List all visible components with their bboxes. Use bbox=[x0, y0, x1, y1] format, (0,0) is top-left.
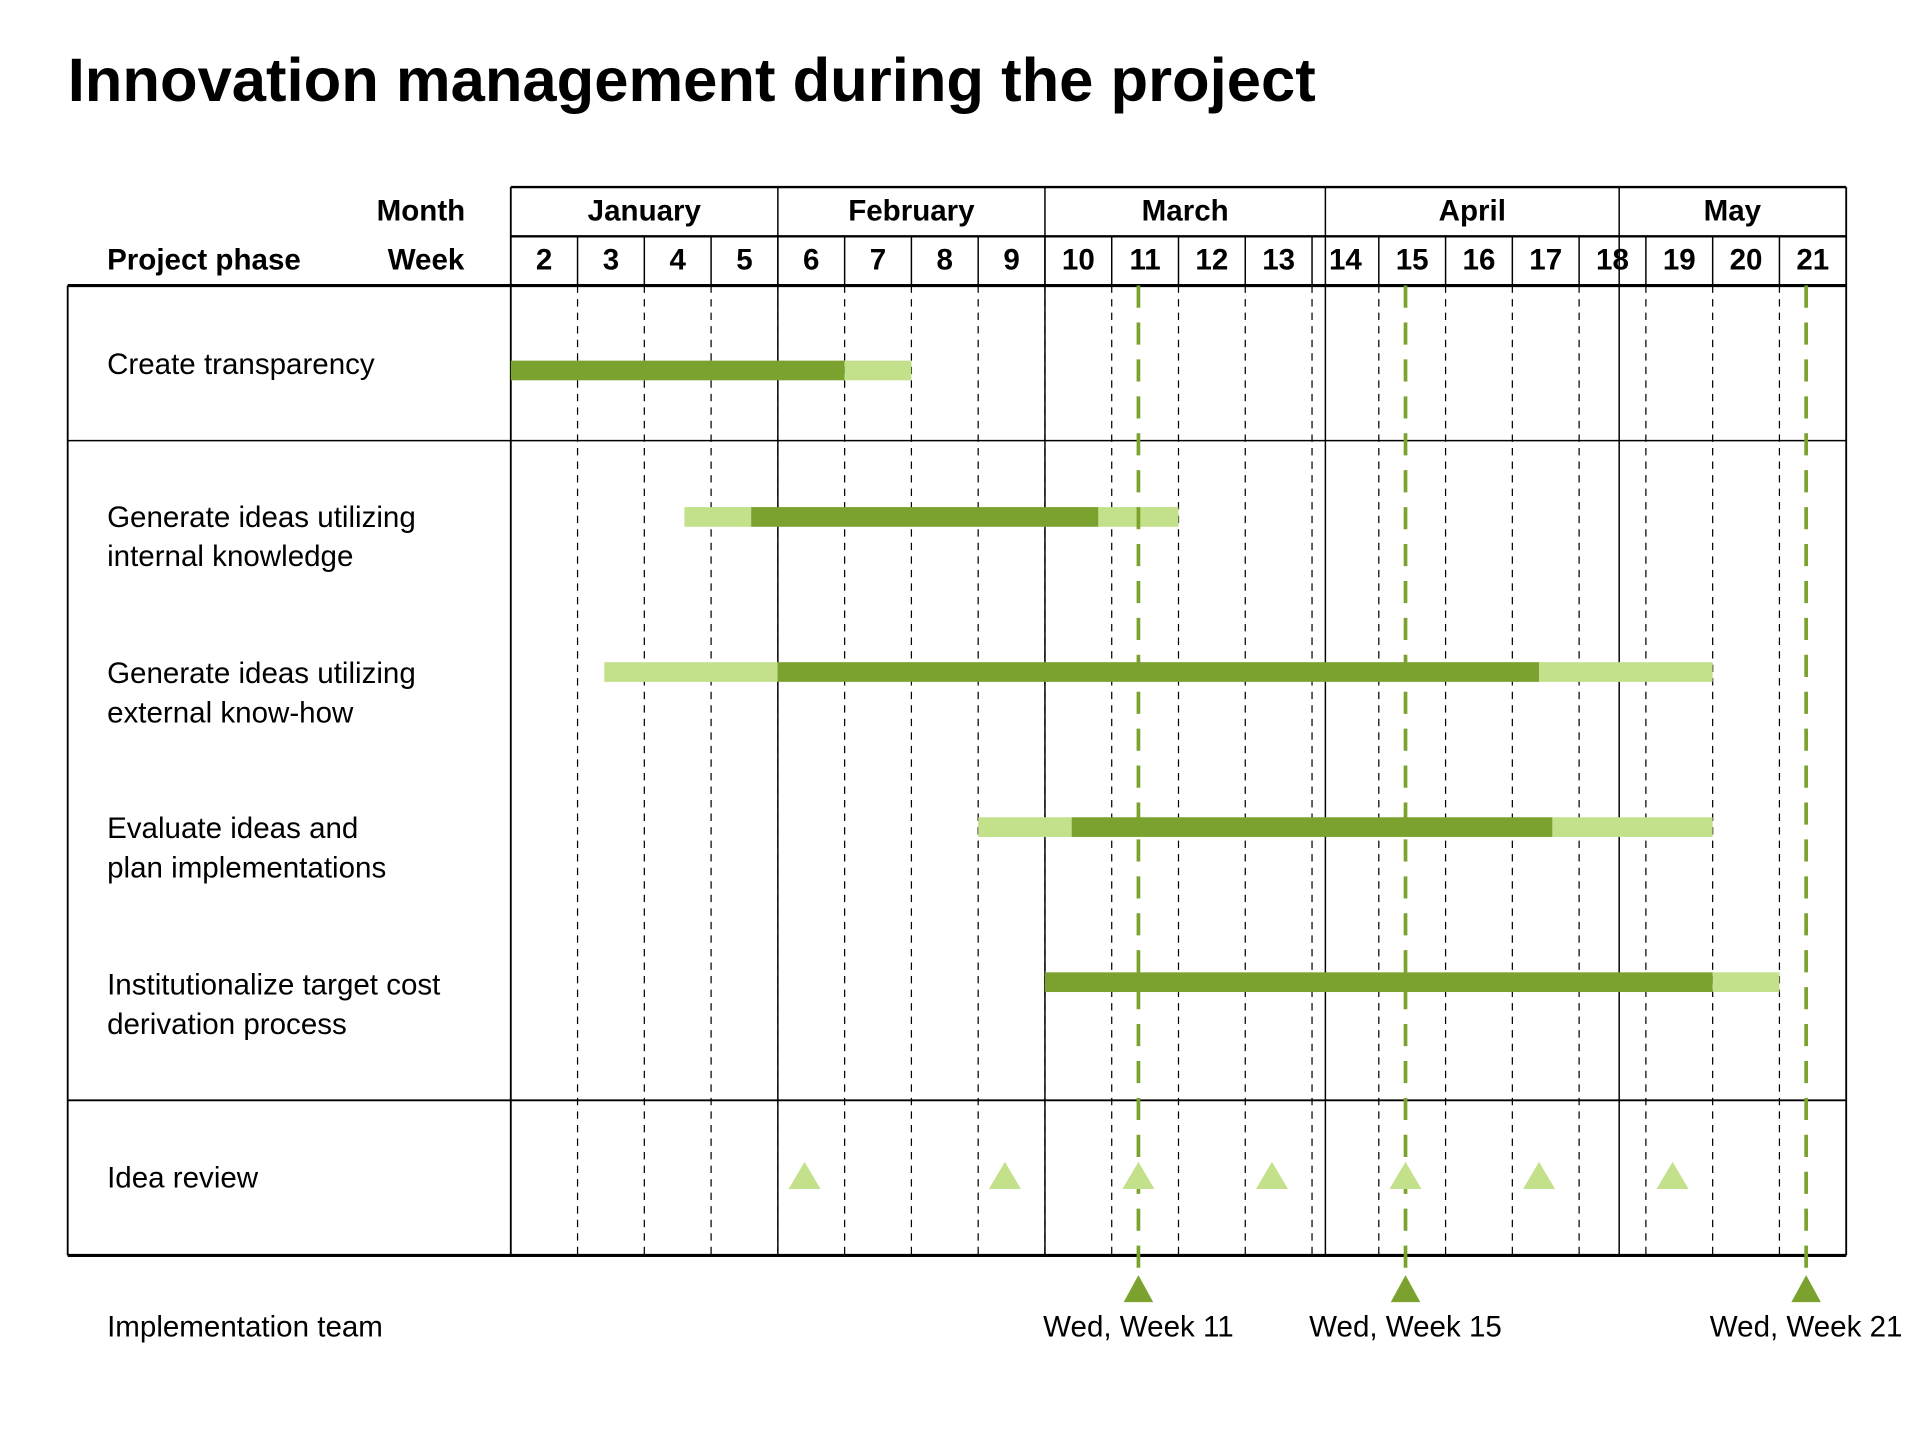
phase-column-header: Project phase bbox=[107, 243, 301, 277]
idea-review-triangle bbox=[788, 1161, 821, 1189]
month-row-header: Month bbox=[376, 194, 466, 228]
bar-segment-core bbox=[777, 662, 1540, 682]
week-label: 14 bbox=[1328, 243, 1362, 277]
phase-label: Institutionalize target cost derivation … bbox=[107, 968, 441, 1042]
week-label: 5 bbox=[736, 243, 753, 277]
bar-segment-buffer bbox=[978, 817, 1072, 837]
bar-segment-buffer bbox=[604, 662, 778, 682]
phase-label: Generate ideas utilizing external know-h… bbox=[107, 657, 416, 730]
milestone-label: Wed, Week 15 bbox=[1309, 1310, 1502, 1345]
phase-label: Evaluate ideas and plan implementations bbox=[107, 812, 387, 885]
idea-review-triangle bbox=[1656, 1161, 1689, 1189]
bar-segment-buffer bbox=[1552, 817, 1713, 837]
bar-segment-buffer bbox=[1539, 662, 1713, 682]
bar-segment-buffer bbox=[844, 360, 912, 381]
implementation-team-label: Implementation team bbox=[107, 1310, 383, 1345]
week-label: 2 bbox=[535, 243, 553, 277]
week-label: 21 bbox=[1796, 243, 1830, 277]
week-label: 6 bbox=[803, 243, 820, 277]
month-label-march: March bbox=[1141, 194, 1229, 228]
week-label: 8 bbox=[936, 243, 954, 277]
idea-review-triangle bbox=[988, 1161, 1021, 1189]
week-label: 15 bbox=[1395, 243, 1429, 277]
week-label: 13 bbox=[1262, 243, 1296, 277]
bar-segment-core bbox=[1044, 972, 1713, 993]
week-label: 3 bbox=[602, 243, 620, 277]
week-label: 9 bbox=[1003, 243, 1020, 277]
week-label: 17 bbox=[1529, 243, 1563, 277]
month-label-february: February bbox=[848, 194, 975, 228]
milestone-label: Wed, Week 21 bbox=[1709, 1310, 1903, 1345]
week-label: 11 bbox=[1129, 243, 1161, 277]
idea-review-triangle bbox=[1122, 1161, 1155, 1189]
bar-segment-buffer bbox=[1712, 972, 1780, 993]
week-label: 7 bbox=[869, 243, 887, 277]
phase-label: Generate ideas utilizing internal knowle… bbox=[107, 500, 416, 574]
week-label: 20 bbox=[1729, 243, 1763, 277]
milestone-label: Wed, Week 11 bbox=[1043, 1310, 1234, 1345]
week-label: 19 bbox=[1662, 243, 1696, 277]
milestone-triangle bbox=[1791, 1275, 1821, 1303]
page-title: Innovation management during the project bbox=[67, 45, 1316, 115]
month-label-january: January bbox=[587, 194, 701, 228]
week-label: 16 bbox=[1462, 243, 1496, 277]
idea-review-triangle bbox=[1255, 1161, 1288, 1189]
week-label: 4 bbox=[669, 243, 686, 277]
milestone-triangle bbox=[1390, 1275, 1421, 1303]
week-row-header: Week bbox=[387, 243, 465, 277]
month-label-may: May bbox=[1703, 194, 1762, 228]
bar-segment-core bbox=[751, 507, 1099, 527]
bar-segment-buffer bbox=[684, 507, 752, 527]
bar-segment-core bbox=[1071, 817, 1553, 837]
bar-segment-core bbox=[510, 360, 845, 381]
week-label: 12 bbox=[1195, 243, 1229, 277]
week-label: 10 bbox=[1061, 243, 1095, 277]
milestone-triangle bbox=[1123, 1275, 1154, 1303]
phase-label: Create transparency bbox=[107, 348, 375, 382]
idea-review-triangle bbox=[1389, 1161, 1422, 1189]
idea-review-label: Idea review bbox=[107, 1161, 259, 1196]
month-label-april: April bbox=[1438, 194, 1506, 228]
idea-review-triangle bbox=[1523, 1161, 1556, 1189]
week-label: 18 bbox=[1596, 243, 1629, 277]
